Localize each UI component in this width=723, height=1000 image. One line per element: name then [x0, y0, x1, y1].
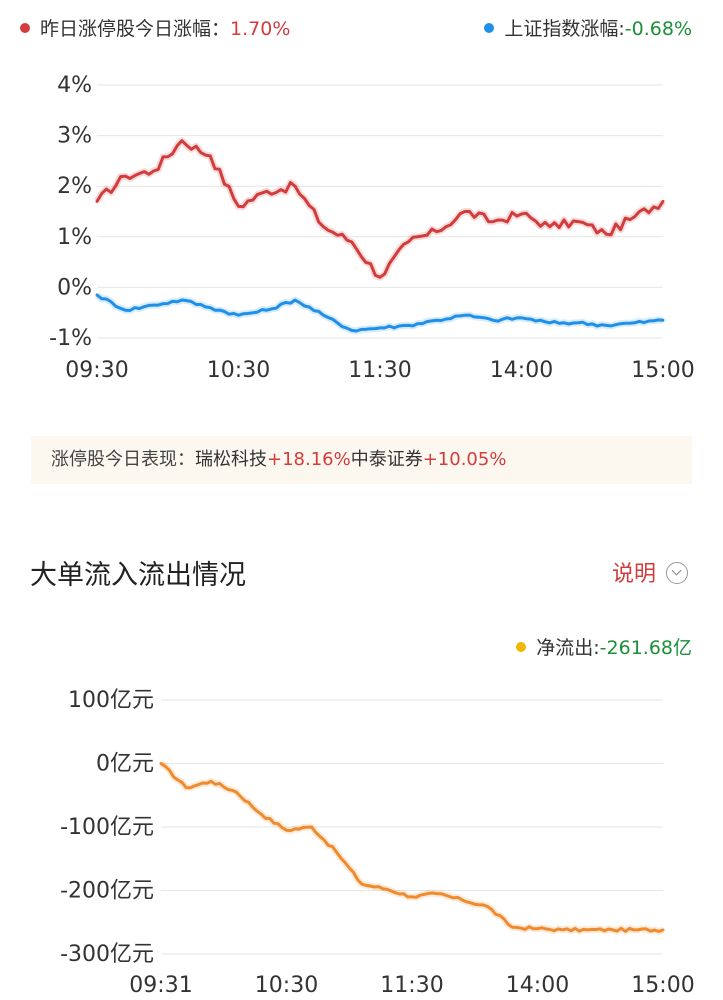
explain-label: 说明: [611, 562, 656, 587]
x-tick-label: 15:00: [631, 973, 694, 998]
y-tick-label: 3%: [57, 124, 92, 149]
series-line-blue: [95, 293, 665, 333]
x-tick-label: 10:30: [207, 358, 270, 383]
explain-button[interactable]: 说明: [612, 556, 688, 588]
x-tick-label: 11:30: [380, 973, 443, 998]
limit-up-performance: 涨停股今日表现：瑞松科技+18.16%中泰证券+10.05%: [31, 436, 692, 484]
y-tick-label: -1%: [49, 326, 92, 351]
flow-legend-value: -261.68亿: [599, 637, 692, 659]
yellow-dot-icon: [516, 642, 527, 652]
chart1-legend: 昨日涨停股今日涨幅：1.70% 上证指数涨幅:-0.68%: [0, 14, 723, 44]
blue-dot-icon: [484, 23, 495, 33]
x-tick-label: 14:00: [506, 973, 569, 998]
y-tick-label: 4%: [57, 73, 92, 98]
series-glow: [159, 760, 665, 935]
pct-change-chart: 4% 3% 2% 1% 0% -1% 09:30 10:30 11:30 14:00 15:00: [49, 73, 695, 383]
legend-yesterday-value: 1.70%: [230, 18, 291, 40]
y-tick-label: 1%: [57, 225, 92, 250]
legend-index-value: -0.68%: [624, 18, 692, 40]
legend-yesterday-label: 昨日涨停股今日涨幅：: [40, 18, 231, 40]
legend-index: 上证指数涨幅:-0.68%: [484, 14, 692, 41]
y-tick-label: -200亿元: [60, 879, 154, 904]
x-tick-label: 15:00: [631, 358, 694, 383]
x-tick-label: 11:30: [348, 358, 411, 383]
y-tick-label: 0亿元: [96, 752, 154, 777]
y-tick-label: 2%: [57, 174, 92, 199]
x-tick-label: 14:00: [490, 358, 553, 383]
series-line-orange: [159, 762, 665, 933]
legend-index-label: 上证指数涨幅:: [504, 18, 625, 40]
limit-up-label: 涨停股今日表现：: [51, 449, 195, 470]
red-dot-icon: [20, 23, 30, 33]
chevron-down-icon: [666, 562, 688, 584]
stock-1-change: +18.16%: [267, 449, 351, 470]
flow-legend: 净流出:-261.68亿: [516, 633, 692, 660]
x-tick-label: 09:30: [65, 358, 128, 383]
legend-yesterday: 昨日涨停股今日涨幅：1.70%: [20, 14, 290, 41]
stock-2-name: 中泰证券: [350, 449, 423, 470]
y-tick-label: 0%: [57, 275, 92, 300]
stock-1-name: 瑞松科技: [195, 449, 267, 470]
x-tick-label: 10:30: [255, 973, 318, 998]
y-tick-label: -100亿元: [60, 815, 154, 840]
stock-2-change: +10.05%: [422, 449, 507, 470]
x-tick-label: 09:31: [129, 973, 192, 998]
flow-legend-label: 净流出:: [536, 637, 600, 659]
y-tick-label: 100亿元: [68, 688, 154, 713]
section-title: 大单流入流出情况: [30, 560, 246, 591]
y-tick-label: -300亿元: [60, 942, 154, 967]
series-line-red: [95, 139, 665, 279]
